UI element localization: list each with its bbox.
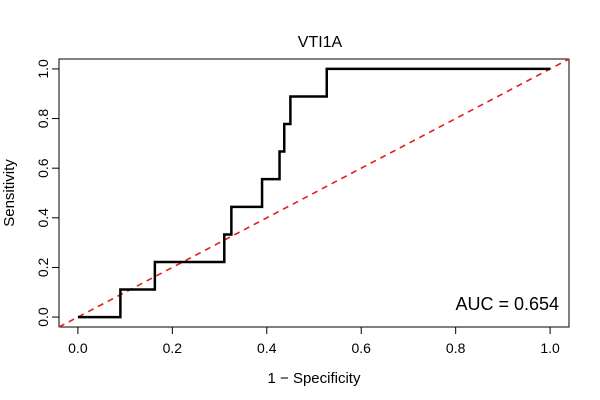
y-axis: 0.0 0.2 0.4 0.6 0.8 1.0 <box>35 59 59 327</box>
x-tick-label: 0.6 <box>351 340 371 356</box>
x-tick-label: 0.2 <box>163 340 183 356</box>
x-tick-label: 1.0 <box>540 340 560 356</box>
y-tick-label: 0.2 <box>35 258 51 278</box>
x-axis: 0.0 0.2 0.4 0.6 0.8 1.0 <box>68 327 560 356</box>
roc-curve-line <box>77 67 551 319</box>
y-tick-label: 0.4 <box>35 208 51 228</box>
y-tick-label: 0.0 <box>35 307 51 327</box>
y-tick-label: 1.0 <box>35 59 51 79</box>
y-tick-label: 0.8 <box>35 109 51 129</box>
auc-annotation: AUC = 0.654 <box>455 294 559 314</box>
chart-title: VTI1A <box>298 34 343 51</box>
x-tick-label: 0.0 <box>68 340 88 356</box>
x-tick-label: 0.4 <box>257 340 277 356</box>
x-tick-label: 0.8 <box>446 340 466 356</box>
plot-frame <box>58 58 570 328</box>
y-tick-label: 0.6 <box>35 158 51 178</box>
y-axis-label: Sensitivity <box>1 159 18 227</box>
x-axis-label: 1 − Specificity <box>268 370 361 387</box>
reference-diagonal-line <box>58 58 570 328</box>
